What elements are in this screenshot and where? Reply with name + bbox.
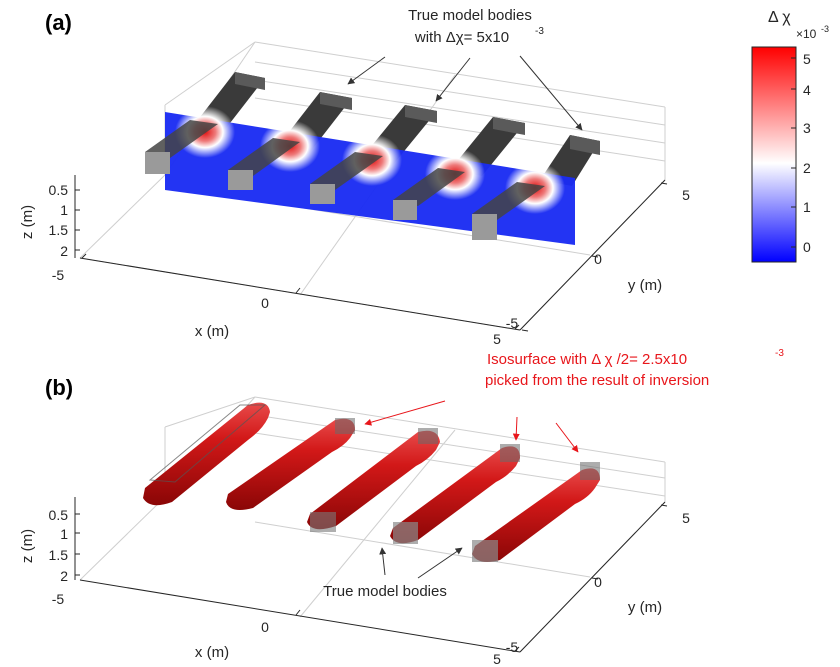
y-tick: 5 (682, 510, 690, 526)
z-tick: 2 (60, 243, 68, 259)
x-tick: -5 (52, 591, 65, 607)
colorbar-tick: 2 (803, 160, 811, 176)
body-a2-end (228, 170, 253, 190)
z-tick: 1.5 (49, 222, 69, 238)
colorbar-exponent: -3 (821, 24, 829, 34)
colorbar-title: Δ χ (768, 9, 791, 26)
z-tick: 1.5 (49, 547, 69, 563)
body-a5-end (472, 214, 497, 240)
x-axis-label: x (m) (195, 644, 229, 661)
isosurface-body-1 (143, 402, 270, 506)
panel-label-b: (b) (45, 375, 73, 400)
z-axis-label: z (m) (19, 205, 36, 239)
z-tick: 0.5 (49, 182, 69, 198)
panel-label-a: (a) (45, 10, 72, 35)
annotation-a-arrows (347, 55, 583, 131)
z-tick: 2 (60, 568, 68, 584)
svg-text:-3: -3 (775, 348, 784, 359)
z-axis-label: z (m) (19, 529, 36, 563)
svg-text:picked from the result of inve: picked from the result of inversion (485, 372, 709, 389)
isosurface-body-5 (472, 462, 600, 562)
svg-text:-3: -3 (535, 26, 544, 37)
z-tick: 0.5 (49, 507, 69, 523)
colorbar-tick: 4 (803, 82, 811, 98)
y-axis-label: y (m) (628, 599, 662, 616)
colorbar: Δ χ ×10 -3 5 4 3 2 1 0 (751, 9, 829, 263)
panel-a-bodies-front (145, 120, 545, 240)
colorbar-tick: 5 (803, 51, 811, 67)
y-tick: -5 (506, 315, 519, 331)
y-axis-label: y (m) (628, 277, 662, 294)
annotation-b-arrows (364, 400, 579, 453)
y-tick: 0 (594, 574, 602, 590)
panel-b-grid (79, 396, 666, 653)
x-tick: 5 (493, 331, 501, 347)
panel-b: 0.5 1 1.5 2 -5 0 5 -5 0 5 z (m) x (m) y … (19, 348, 784, 667)
panel-a-axes (74, 175, 666, 331)
svg-text:Isosurface with Δ χ /2= 2.5x10: Isosurface with Δ χ /2= 2.5x10 (487, 351, 687, 368)
colorbar-gradient (751, 46, 797, 263)
isosurface-body-3 (307, 428, 440, 532)
colorbar-tick: 0 (803, 239, 811, 255)
isosurface-body-4 (390, 444, 520, 544)
colorbar-tick: 1 (803, 199, 811, 215)
body-a1-end (145, 152, 170, 174)
panel-a: 0.5 1 1.5 2 -5 0 5 -5 0 5 z (m) x (m) y … (19, 7, 690, 347)
y-tick: -5 (506, 639, 519, 655)
annotation-b: Isosurface with Δ χ /2= 2.5x10 -3 picked… (485, 348, 784, 389)
panel-a-ticks (75, 182, 668, 332)
body-a3-end (310, 184, 335, 204)
z-tick: 1 (60, 202, 68, 218)
z-tick: 1 (60, 526, 68, 542)
x-tick: 0 (261, 295, 269, 311)
svg-text:with Δχ= 5x10: with Δχ= 5x10 (414, 29, 509, 46)
body-a4-end (393, 200, 417, 220)
panel-b-axes (74, 497, 666, 653)
x-tick: 5 (493, 651, 501, 667)
x-tick: -5 (52, 267, 65, 283)
annotation-a: True model bodies with Δχ= 5x10 -3 (408, 7, 544, 46)
colorbar-exponent-base: ×10 (796, 27, 817, 41)
y-tick: 5 (682, 187, 690, 203)
x-tick: 0 (261, 619, 269, 635)
panel-b-ticks (75, 504, 668, 652)
true-bodies-arrows (379, 547, 463, 579)
y-tick: 0 (594, 251, 602, 267)
isosurface-body-2 (226, 418, 355, 510)
svg-text:True model bodies: True model bodies (408, 7, 532, 24)
colorbar-tick: 3 (803, 120, 811, 136)
x-axis-label: x (m) (195, 323, 229, 340)
true-bodies-label: True model bodies (323, 583, 447, 600)
panel-b-bodies (143, 402, 600, 562)
